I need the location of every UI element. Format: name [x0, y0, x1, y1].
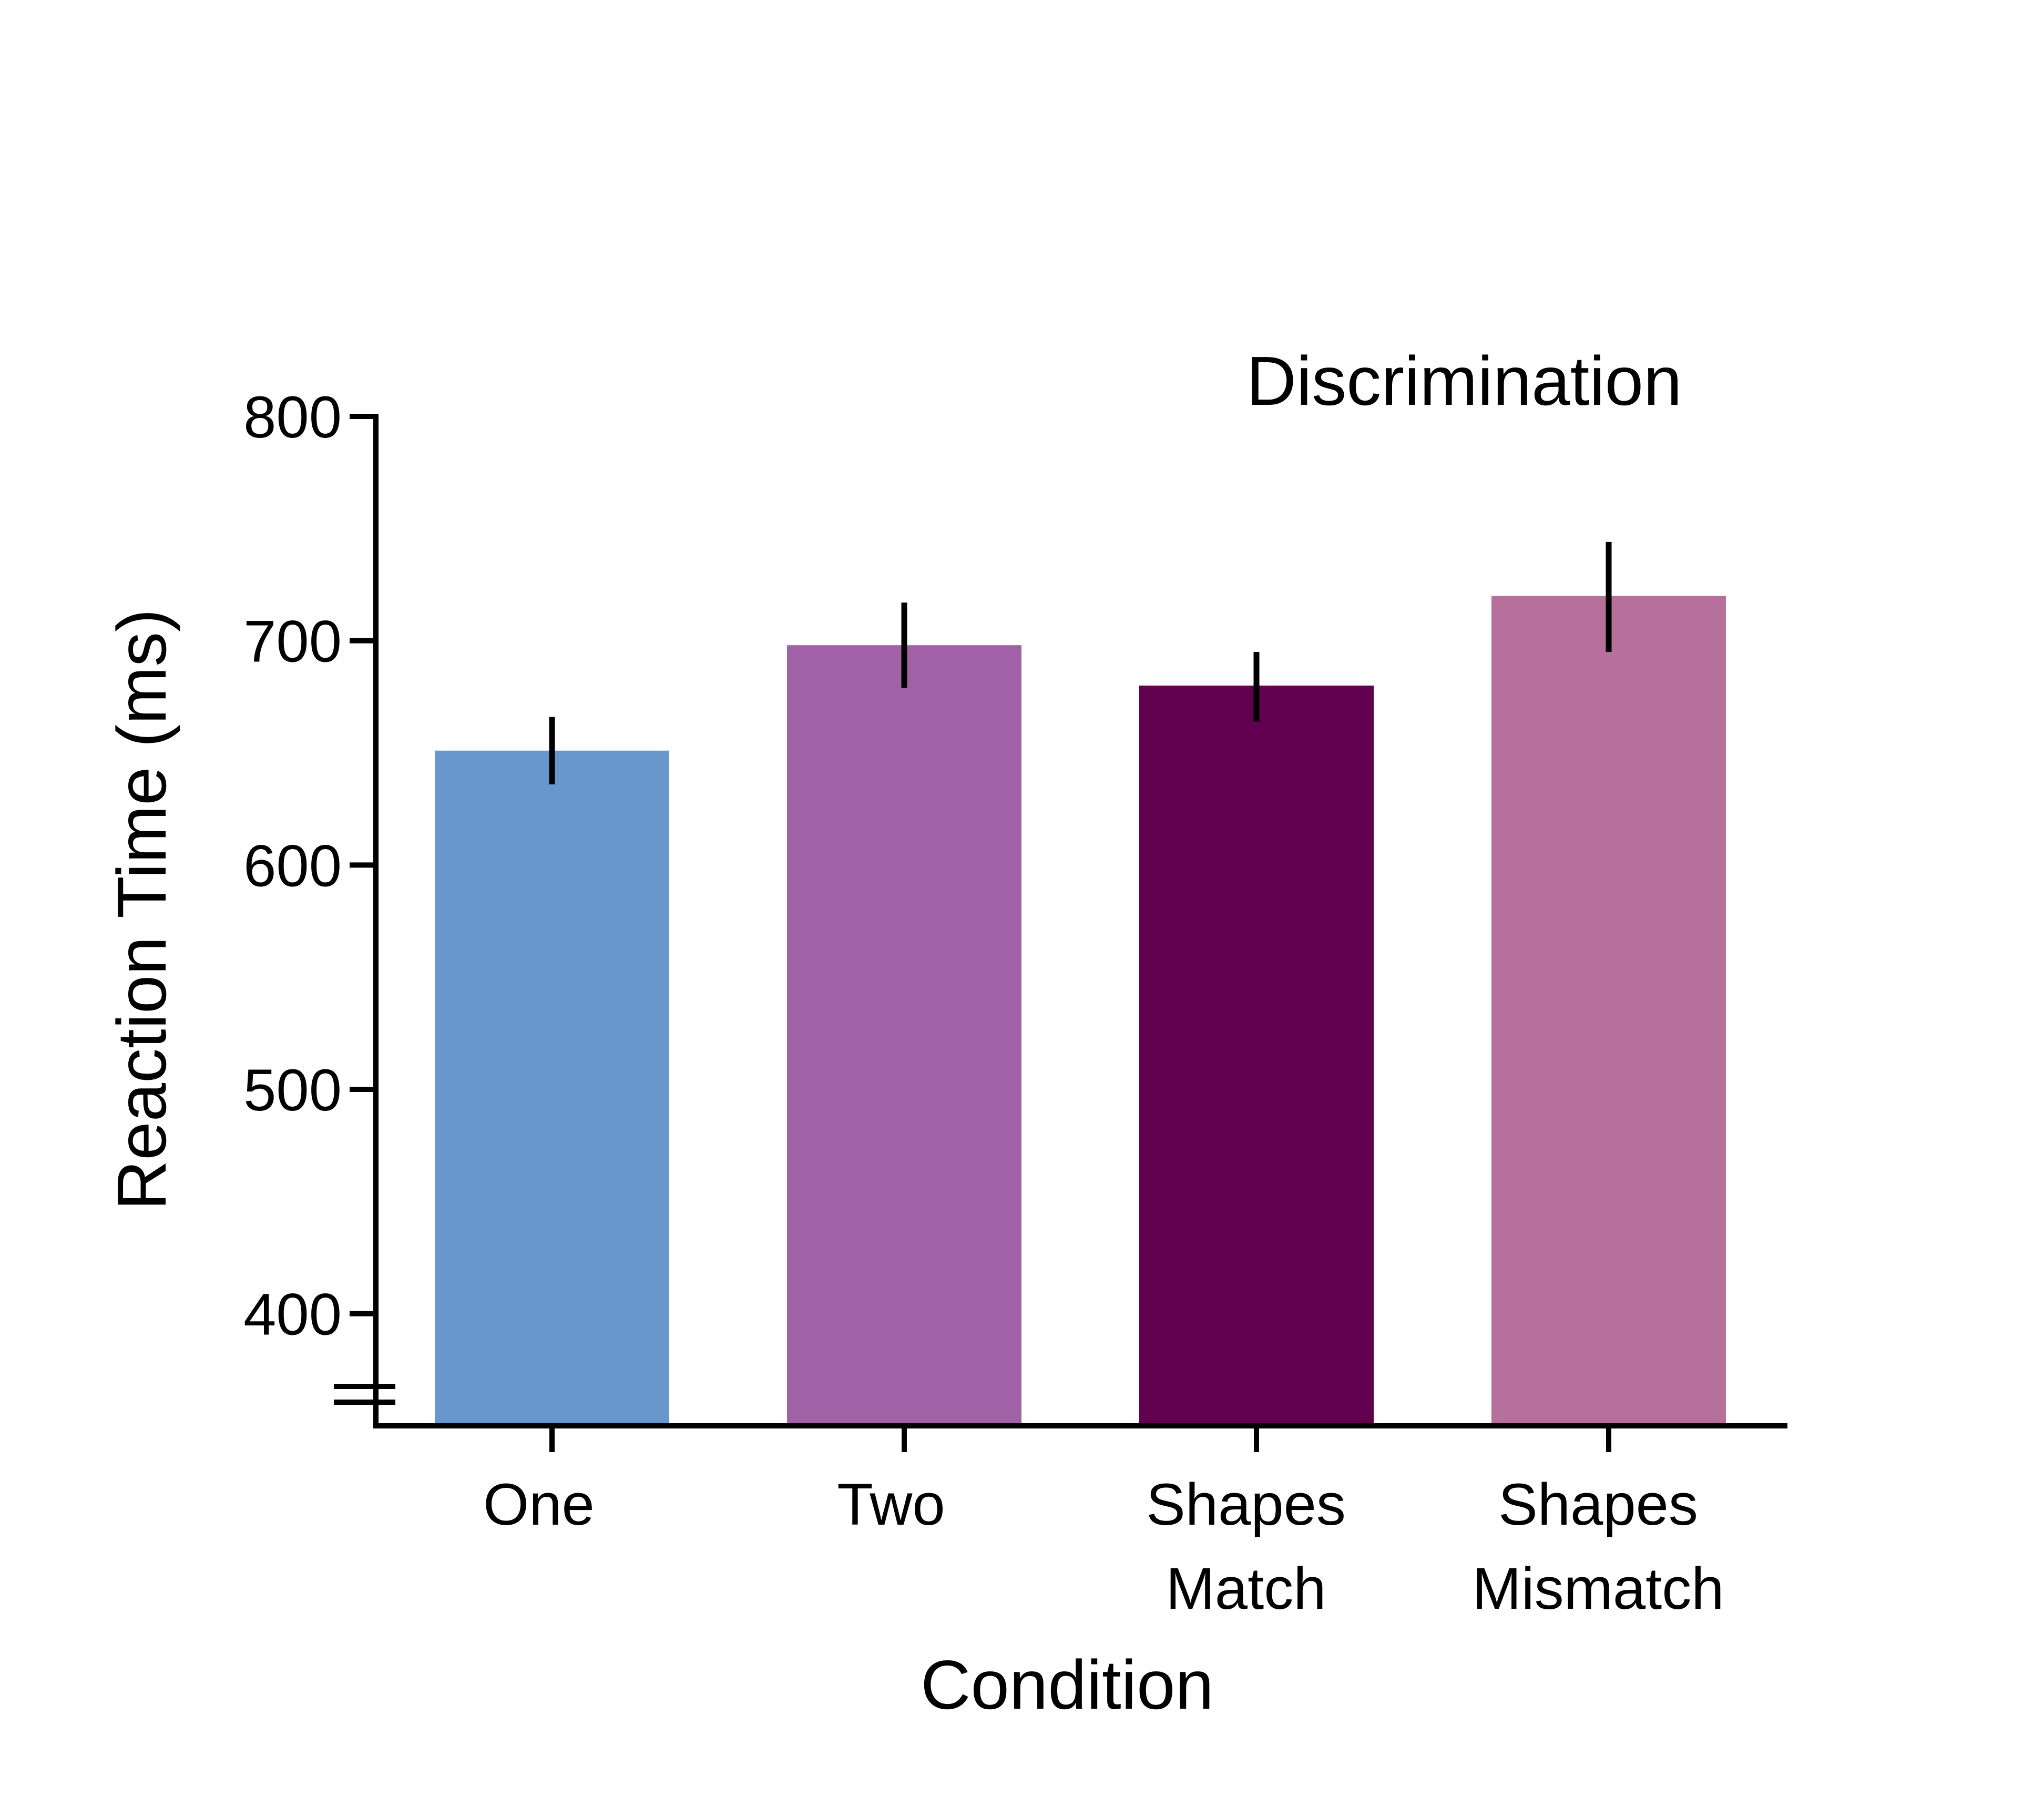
x-ticks: One Two Shapes Match Shapes Mismatch [483, 1426, 1724, 1621]
error-bars-layer [549, 542, 1612, 784]
y-tick-label: 700 [243, 609, 342, 675]
bar-1 [787, 645, 1021, 1426]
x-tick-label: Shapes [1498, 1472, 1698, 1537]
x-tick-label: Two [837, 1472, 945, 1537]
y-tick-label: 600 [243, 833, 342, 899]
x-axis-title: Condition [921, 1646, 1214, 1723]
axis-break-mark [334, 1384, 395, 1405]
bars-layer [435, 596, 1726, 1426]
axes-layer [334, 414, 1787, 1428]
x-tick-label: Mismatch [1472, 1556, 1724, 1621]
chart-title: Discrimination [1246, 342, 1682, 420]
x-tick-label: Shapes [1146, 1472, 1346, 1537]
bar-2 [1139, 686, 1374, 1426]
y-ticks: 400 500 600 700 800 [243, 384, 376, 1348]
y-tick-label: 500 [243, 1057, 342, 1123]
x-tick-label: Match [1166, 1556, 1326, 1621]
bar-0 [435, 750, 669, 1426]
y-axis-title: Reaction Time (ms) [103, 609, 180, 1210]
y-tick-label: 400 [243, 1282, 342, 1348]
y-tick-label: 800 [243, 384, 342, 450]
x-tick-label: One [483, 1472, 595, 1537]
bar-3 [1491, 596, 1726, 1426]
